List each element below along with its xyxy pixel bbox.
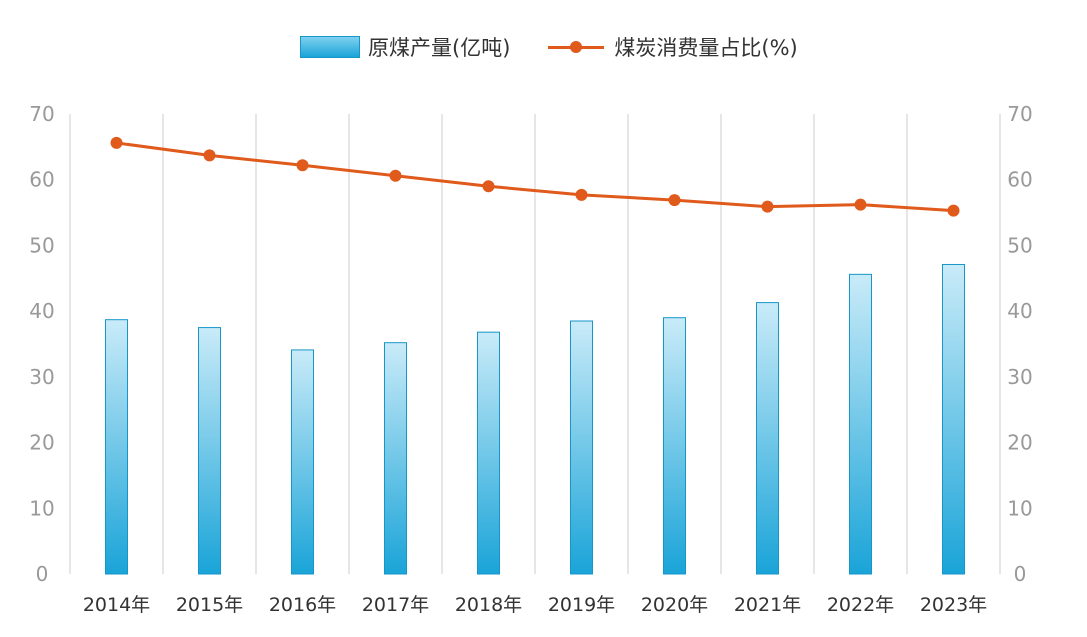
- x-tick-label: 2015年: [176, 594, 243, 616]
- line-point: [110, 136, 123, 149]
- x-tick-label: 2019年: [548, 594, 615, 616]
- right-tick-label: 0: [1014, 562, 1027, 586]
- line-series: [110, 136, 960, 217]
- right-tick-label: 70: [1007, 102, 1032, 126]
- x-tick-label: 2021年: [734, 594, 801, 616]
- right-tick-label: 60: [1007, 168, 1032, 192]
- bar: [384, 342, 407, 575]
- bar: [942, 263, 965, 575]
- line-point: [854, 198, 867, 211]
- right-y-axis: 0 10 20 30 40 50 60 70: [1007, 102, 1032, 586]
- line-point: [482, 180, 495, 193]
- line-point: [203, 149, 216, 162]
- right-tick-label: 50: [1007, 233, 1032, 257]
- bar-series: [105, 263, 965, 575]
- line-point: [389, 169, 402, 182]
- bar: [105, 319, 128, 575]
- legend-item-line: 煤炭消费量占比(%): [548, 32, 798, 62]
- left-tick-label: 30: [29, 365, 54, 389]
- line-point: [761, 200, 774, 213]
- left-tick-label: 40: [29, 299, 54, 323]
- line-swatch-icon: [548, 39, 605, 55]
- right-tick-label: 20: [1007, 431, 1032, 455]
- x-axis: 2014年 2015年 2016年 2017年 2018年 2019年 2020年 2021年…: [83, 594, 987, 616]
- line-point: [668, 194, 681, 207]
- left-tick-label: 20: [29, 431, 54, 455]
- legend: 原煤产量(亿吨) 煤炭消费量占比(%): [300, 30, 836, 64]
- bar: [198, 327, 221, 575]
- bar: [849, 273, 872, 575]
- x-tick-label: 2022年: [827, 594, 894, 616]
- x-tick-label: 2020年: [641, 594, 708, 616]
- legend-item-bar: 原煤产量(亿吨): [300, 32, 510, 62]
- left-tick-label: 10: [29, 496, 54, 520]
- left-tick-label: 60: [29, 168, 54, 192]
- bar: [291, 349, 314, 575]
- line-point: [575, 188, 588, 201]
- bar: [756, 302, 779, 575]
- x-tick-label: 2017年: [362, 594, 429, 616]
- bar: [663, 317, 686, 575]
- x-tick-label: 2016年: [269, 594, 336, 616]
- bar: [570, 320, 593, 575]
- left-tick-label: 70: [29, 102, 54, 126]
- left-y-axis: 0 10 20 30 40 50 60 70: [29, 102, 54, 586]
- legend-bar-label: 原煤产量(亿吨): [368, 36, 511, 60]
- right-tick-label: 40: [1007, 299, 1032, 323]
- left-tick-label: 0: [36, 562, 49, 586]
- bar: [477, 331, 500, 575]
- right-tick-label: 10: [1007, 496, 1032, 520]
- x-tick-label: 2014年: [83, 594, 150, 616]
- line-point: [296, 159, 309, 172]
- left-tick-label: 50: [29, 233, 54, 257]
- x-tick-label: 2018年: [455, 594, 522, 616]
- right-tick-label: 30: [1007, 365, 1032, 389]
- x-tick-label: 2023年: [920, 594, 987, 616]
- bar-swatch-icon: [300, 36, 360, 58]
- series-line: [116, 141, 954, 213]
- legend-line-label: 煤炭消费量占比(%): [614, 36, 798, 60]
- line-point: [947, 204, 960, 217]
